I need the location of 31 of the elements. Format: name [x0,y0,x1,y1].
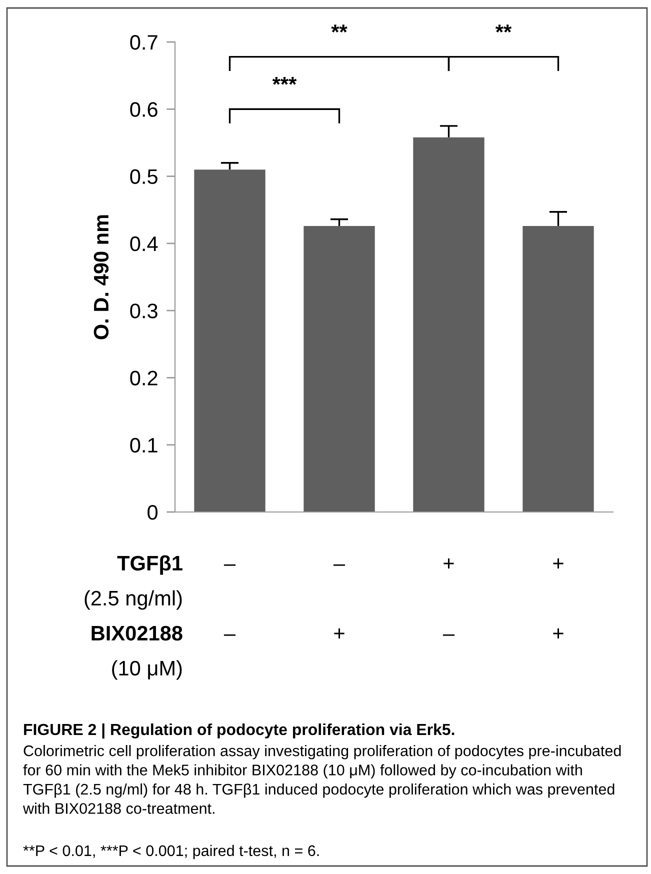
y-tick-label: 0.7 [130,35,158,50]
y-tick-label: 0.4 [130,236,158,252]
text: – [333,564,346,566]
bar [304,226,375,512]
y-tick-label: 0.1 [130,438,158,453]
text: + [334,628,344,639]
y-tick-label: 0.3 [130,304,158,318]
text: TGFβ1 [117,555,182,575]
text: (10 μM) [112,660,182,680]
bar [194,170,266,512]
y-tick-label: 0.6 [130,102,158,117]
text: Colorimetric cell proliferation assay investigating proliferation of podocytes pre-incubated for 60 min with the Mek5 inhibitor BIX02188 (10 μM) followed by co-incubation with TGFβ1 (2.5 ng/ml) for 48 h. TGFβ1 induced podocyte proliferation which was prevented with BIX02188 co-treatment. [22,745,621,814]
annotation: *** [272,77,297,85]
y-axis-title: O. D. 490 nm [94,215,109,340]
text: – [224,564,236,566]
text: ** [495,24,512,32]
caption: FIGURE 2 | Regulation of podocyte proliferation via Erk5. [24,723,454,739]
bar [413,137,484,512]
text: – [224,634,236,636]
text: BIX02188 [92,626,182,641]
y-tick-label: 0.2 [130,370,158,386]
text: + [444,558,454,569]
text: **P < 0.01, ***P < 0.001; paired t-test, n = 6. [23,844,319,860]
text: + [553,628,564,639]
text: (2.5 ng/ml) [84,590,182,610]
y-tick-label: 0 [148,505,158,520]
text: ** [331,24,348,32]
bar [522,226,594,512]
y-tick-label: 0.5 [130,169,158,184]
text: – [442,634,455,636]
text: + [553,558,564,569]
